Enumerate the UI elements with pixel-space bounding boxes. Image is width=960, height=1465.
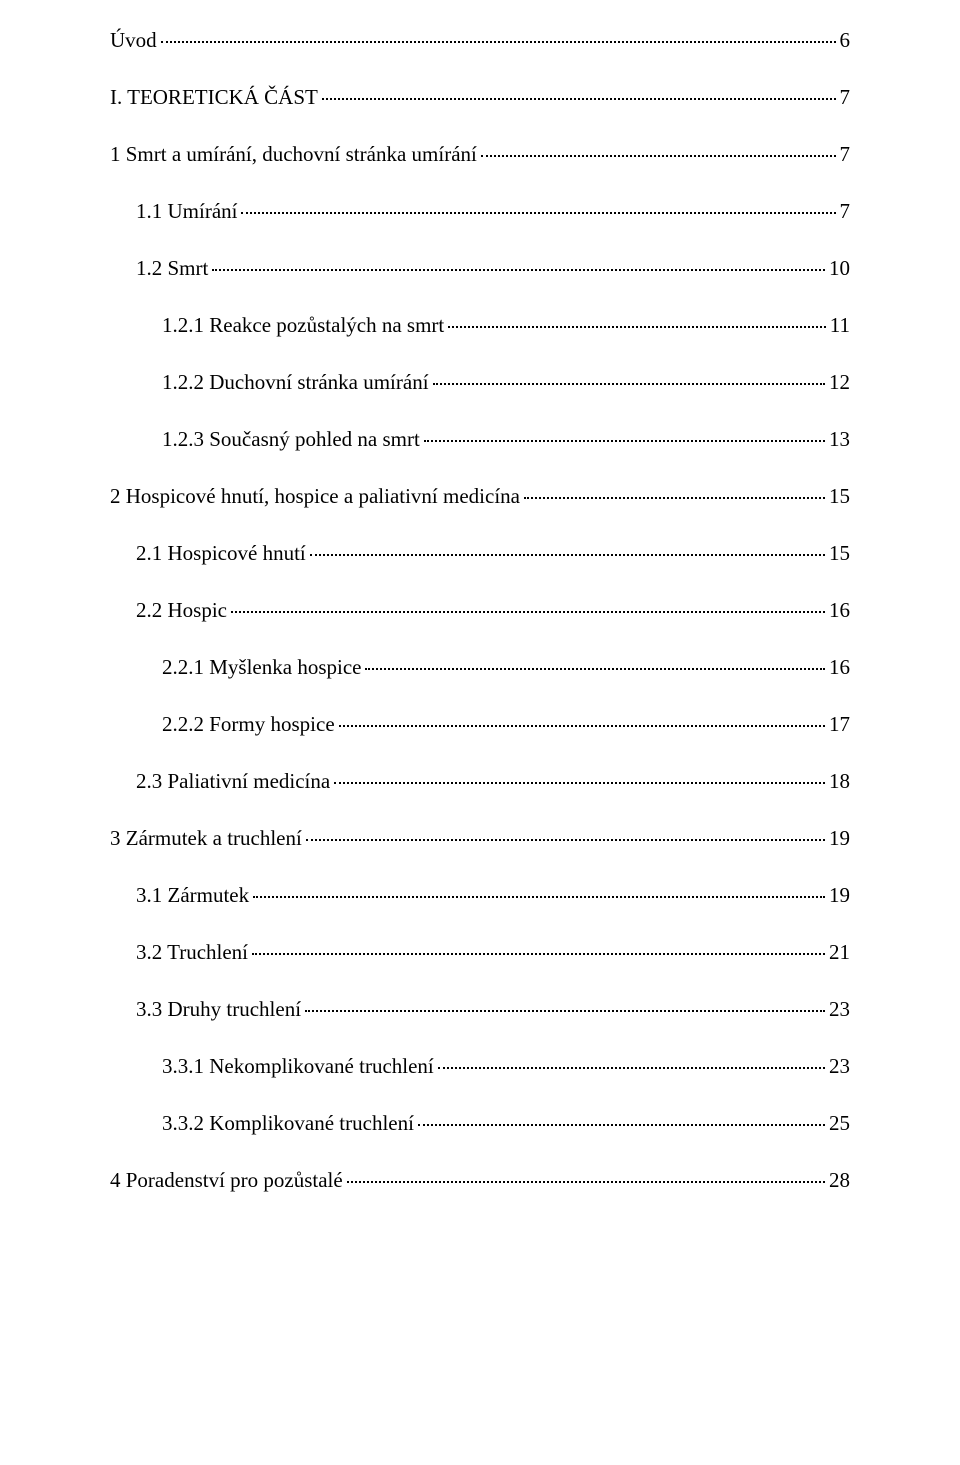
- toc-entry: 1.2.1 Reakce pozůstalých na smrt 11: [162, 313, 850, 338]
- toc-dot-leader: [481, 155, 836, 157]
- toc-dot-leader: [524, 497, 825, 499]
- toc-entry: 3.3.2 Komplikované truchlení 25: [162, 1111, 850, 1136]
- toc-entry: 3.3 Druhy truchlení 23: [136, 997, 850, 1022]
- toc-entry: Úvod 6: [110, 28, 850, 53]
- toc-entry-page: 15: [829, 484, 850, 509]
- toc-entry: 2.3 Paliativní medicína 18: [136, 769, 850, 794]
- toc-entry-page: 7: [840, 85, 851, 110]
- toc-entry-label: 1.1 Umírání: [136, 199, 237, 224]
- toc-dot-leader: [306, 839, 825, 841]
- toc-entry-label: 1.2 Smrt: [136, 256, 208, 281]
- toc-entry: 3.1 Zármutek 19: [136, 883, 850, 908]
- toc-entry: 2.2 Hospic 16: [136, 598, 850, 623]
- toc-dot-leader: [241, 212, 835, 214]
- toc-entry: 2.2.1 Myšlenka hospice 16: [162, 655, 850, 680]
- toc-entry-label: 3.1 Zármutek: [136, 883, 249, 908]
- toc-entry-page: 19: [829, 883, 850, 908]
- toc-dot-leader: [252, 953, 825, 955]
- toc-entry-label: 4 Poradenství pro pozůstalé: [110, 1168, 343, 1193]
- toc-entry-label: 1.2.2 Duchovní stránka umírání: [162, 370, 429, 395]
- toc-entry: 3.3.1 Nekomplikované truchlení 23: [162, 1054, 850, 1079]
- toc-entry-page: 16: [829, 655, 850, 680]
- toc-dot-leader: [438, 1067, 825, 1069]
- toc-entry-label: 3.3 Druhy truchlení: [136, 997, 301, 1022]
- toc-entry-label: 3 Zármutek a truchlení: [110, 826, 302, 851]
- table-of-contents: Úvod 6 I. TEORETICKÁ ČÁST 7 1 Smrt a umírání…: [110, 28, 850, 1193]
- toc-entry: 1.2.3 Současný pohled na smrt 13: [162, 427, 850, 452]
- toc-dot-leader: [365, 668, 825, 670]
- toc-dot-leader: [433, 383, 825, 385]
- toc-dot-leader: [424, 440, 825, 442]
- toc-entry-label: I. TEORETICKÁ ČÁST: [110, 85, 318, 110]
- toc-entry: 2.1 Hospicové hnutí 15: [136, 541, 850, 566]
- toc-dot-leader: [322, 98, 836, 100]
- toc-dot-leader: [347, 1181, 825, 1183]
- toc-entry-label: 2.2 Hospic: [136, 598, 227, 623]
- toc-entry-label: 1 Smrt a umírání, duchovní stránka umírá…: [110, 142, 477, 167]
- toc-entry-label: Úvod: [110, 28, 157, 53]
- toc-dot-leader: [253, 896, 825, 898]
- toc-dot-leader: [334, 782, 825, 784]
- toc-entry-page: 18: [829, 769, 850, 794]
- toc-entry: 1.2.2 Duchovní stránka umírání 12: [162, 370, 850, 395]
- toc-entry: 3.2 Truchlení 21: [136, 940, 850, 965]
- toc-dot-leader: [231, 611, 825, 613]
- toc-entry: 2 Hospicové hnutí, hospice a paliativní …: [110, 484, 850, 509]
- toc-entry-page: 28: [829, 1168, 850, 1193]
- toc-entry-page: 25: [829, 1111, 850, 1136]
- toc-entry: I. TEORETICKÁ ČÁST 7: [110, 85, 850, 110]
- toc-entry-label: 2 Hospicové hnutí, hospice a paliativní …: [110, 484, 520, 509]
- toc-entry-page: 7: [840, 199, 851, 224]
- toc-entry-label: 2.2.2 Formy hospice: [162, 712, 335, 737]
- toc-dot-leader: [310, 554, 825, 556]
- toc-dot-leader: [448, 326, 826, 328]
- toc-entry: 1 Smrt a umírání, duchovní stránka umírá…: [110, 142, 850, 167]
- toc-entry: 3 Zármutek a truchlení 19: [110, 826, 850, 851]
- toc-dot-leader: [418, 1124, 825, 1126]
- toc-entry-page: 15: [829, 541, 850, 566]
- toc-entry: 4 Poradenství pro pozůstalé 28: [110, 1168, 850, 1193]
- toc-dot-leader: [212, 269, 825, 271]
- toc-entry-label: 3.3.1 Nekomplikované truchlení: [162, 1054, 434, 1079]
- toc-entry-page: 10: [829, 256, 850, 281]
- toc-entry-label: 3.2 Truchlení: [136, 940, 248, 965]
- toc-entry-label: 3.3.2 Komplikované truchlení: [162, 1111, 414, 1136]
- toc-entry-label: 2.1 Hospicové hnutí: [136, 541, 306, 566]
- toc-entry-page: 16: [829, 598, 850, 623]
- toc-entry: 1.2 Smrt 10: [136, 256, 850, 281]
- toc-dot-leader: [305, 1010, 825, 1012]
- toc-dot-leader: [339, 725, 825, 727]
- toc-entry-page: 23: [829, 1054, 850, 1079]
- toc-entry-page: 11: [830, 313, 850, 338]
- toc-entry-label: 2.3 Paliativní medicína: [136, 769, 330, 794]
- toc-entry: 2.2.2 Formy hospice 17: [162, 712, 850, 737]
- toc-entry-label: 2.2.1 Myšlenka hospice: [162, 655, 361, 680]
- toc-entry-page: 23: [829, 997, 850, 1022]
- toc-entry-label: 1.2.1 Reakce pozůstalých na smrt: [162, 313, 444, 338]
- toc-entry-page: 17: [829, 712, 850, 737]
- toc-dot-leader: [161, 41, 836, 43]
- toc-entry-page: 21: [829, 940, 850, 965]
- toc-entry-page: 7: [840, 142, 851, 167]
- toc-entry-page: 13: [829, 427, 850, 452]
- toc-entry-page: 6: [840, 28, 851, 53]
- toc-entry-label: 1.2.3 Současný pohled na smrt: [162, 427, 420, 452]
- toc-entry: 1.1 Umírání 7: [136, 199, 850, 224]
- toc-entry-page: 19: [829, 826, 850, 851]
- toc-entry-page: 12: [829, 370, 850, 395]
